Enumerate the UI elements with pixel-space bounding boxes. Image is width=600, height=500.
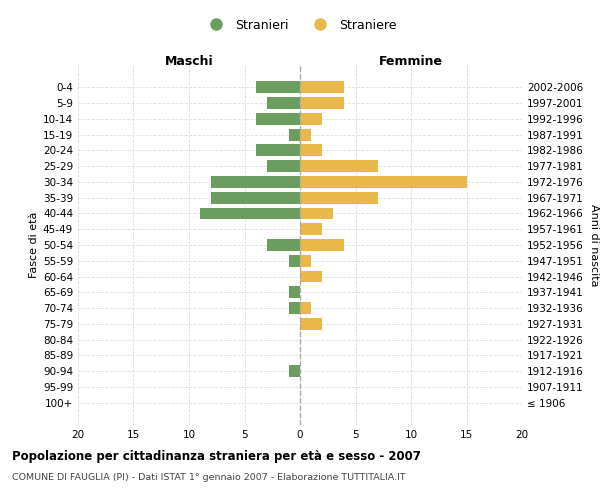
Bar [267, 239, 300, 251]
Bar [300, 113, 322, 124]
Bar [300, 224, 322, 235]
Bar [289, 255, 300, 266]
Bar [300, 302, 311, 314]
Legend: Stranieri, Straniere: Stranieri, Straniere [199, 14, 401, 37]
Bar [300, 270, 322, 282]
Bar [211, 192, 300, 203]
Text: Maschi: Maschi [164, 56, 214, 68]
Bar [256, 82, 300, 93]
Bar [289, 128, 300, 140]
Bar [300, 160, 378, 172]
Bar [267, 97, 300, 109]
Bar [300, 239, 344, 251]
Bar [300, 128, 311, 140]
Bar [267, 160, 300, 172]
Bar [300, 208, 334, 220]
Y-axis label: Anni di nascita: Anni di nascita [589, 204, 599, 286]
Bar [300, 82, 344, 93]
Bar [256, 113, 300, 124]
Text: Femmine: Femmine [379, 56, 443, 68]
Bar [200, 208, 300, 220]
Bar [289, 302, 300, 314]
Y-axis label: Fasce di età: Fasce di età [29, 212, 39, 278]
Bar [256, 144, 300, 156]
Bar [289, 286, 300, 298]
Bar [300, 97, 344, 109]
Bar [300, 318, 322, 330]
Bar [300, 255, 311, 266]
Bar [300, 192, 378, 203]
Bar [300, 144, 322, 156]
Text: Popolazione per cittadinanza straniera per età e sesso - 2007: Popolazione per cittadinanza straniera p… [12, 450, 421, 463]
Bar [211, 176, 300, 188]
Bar [300, 176, 467, 188]
Bar [289, 366, 300, 377]
Text: COMUNE DI FAUGLIA (PI) - Dati ISTAT 1° gennaio 2007 - Elaborazione TUTTITALIA.IT: COMUNE DI FAUGLIA (PI) - Dati ISTAT 1° g… [12, 472, 406, 482]
